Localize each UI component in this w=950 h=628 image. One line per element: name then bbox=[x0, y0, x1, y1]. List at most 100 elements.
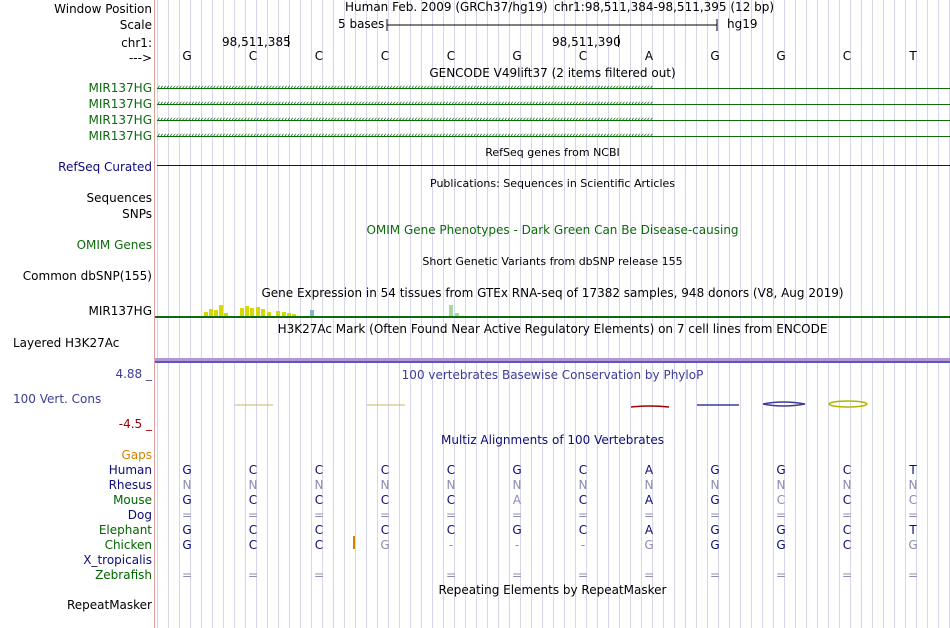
gtex-tissue-bar[interactable] bbox=[240, 308, 244, 316]
grid-line bbox=[487, 0, 488, 628]
gtex-tissue-bar[interactable] bbox=[292, 314, 296, 316]
gene-track-label-4[interactable]: MIR137HG bbox=[88, 129, 152, 143]
grid-line bbox=[322, 0, 323, 628]
alignment-base: = bbox=[247, 568, 259, 582]
base-letter: C bbox=[248, 49, 258, 63]
scale-bar bbox=[386, 19, 718, 31]
grid-line bbox=[762, 0, 763, 628]
h3k27ac-signal-band[interactable] bbox=[155, 358, 950, 361]
gtex-tissue-bar[interactable] bbox=[256, 307, 260, 316]
phylop-min-label: -4.5 _ bbox=[118, 417, 152, 431]
repeatmasker-track-label[interactable]: RepeatMasker bbox=[66, 598, 152, 612]
gtex-tissue-bar[interactable] bbox=[204, 312, 208, 316]
alignment-base: C bbox=[314, 523, 324, 537]
grid-line bbox=[839, 0, 840, 628]
species-label-rhesus[interactable]: Rhesus bbox=[108, 478, 152, 492]
alignment-base: = bbox=[445, 508, 457, 522]
alignment-base: = bbox=[577, 508, 589, 522]
species-label-human[interactable]: Human bbox=[108, 463, 152, 477]
gtex-tissue-bar[interactable] bbox=[455, 313, 459, 316]
alignment-base: C bbox=[248, 523, 258, 537]
gtex-tissue-bar[interactable] bbox=[209, 309, 213, 316]
grid-line bbox=[905, 0, 906, 628]
gtex-tissue-bar[interactable] bbox=[267, 312, 271, 316]
grid-line bbox=[157, 0, 158, 628]
dbsnp-track-label[interactable]: Common dbSNP(155) bbox=[22, 269, 152, 283]
gene-strand-line-3[interactable]: ‹‹‹‹‹‹‹‹‹‹‹‹‹‹‹‹‹‹‹‹‹‹‹‹‹‹‹‹‹‹‹‹‹‹‹‹‹‹‹‹… bbox=[157, 116, 950, 125]
grid-line bbox=[773, 0, 774, 628]
phylop-signal[interactable] bbox=[155, 396, 950, 412]
gtex-tissue-bar[interactable] bbox=[214, 310, 218, 316]
gtex-tissue-bar[interactable] bbox=[224, 313, 228, 316]
ruler-coord-2: 98,511,390 bbox=[552, 35, 621, 49]
base-grid bbox=[155, 0, 950, 628]
gene-strand-line-4[interactable]: ‹‹‹‹‹‹‹‹‹‹‹‹‹‹‹‹‹‹‹‹‹‹‹‹‹‹‹‹‹‹‹‹‹‹‹‹‹‹‹‹… bbox=[157, 132, 950, 141]
base-letter: T bbox=[909, 49, 917, 63]
strand-arrow-glyphs: ‹‹‹‹‹‹‹‹‹‹‹‹‹‹‹‹‹‹‹‹‹‹‹‹‹‹‹‹‹‹‹‹‹‹‹‹‹‹‹‹… bbox=[157, 132, 653, 141]
alignment-base: C bbox=[578, 463, 588, 477]
ruler-tick-1 bbox=[288, 35, 289, 47]
alignment-base: T bbox=[909, 523, 917, 537]
species-label-x-tropicalis[interactable]: X_tropicalis bbox=[83, 553, 152, 567]
grid-line bbox=[399, 0, 400, 628]
grid-line bbox=[520, 0, 521, 628]
alignment-base: = bbox=[577, 568, 589, 582]
snps-track-label[interactable]: SNPs bbox=[122, 207, 152, 221]
gtex-tissue-bar[interactable] bbox=[449, 305, 453, 316]
grid-line bbox=[828, 0, 829, 628]
gtex-track-label[interactable]: MIR137HG bbox=[88, 304, 152, 318]
alignment-base: = bbox=[907, 508, 919, 522]
species-label-elephant[interactable]: Elephant bbox=[98, 523, 152, 537]
h3k27ac-track-label[interactable]: Layered H3K27Ac bbox=[13, 336, 120, 350]
grid-line bbox=[938, 0, 939, 628]
gtex-tissue-bar[interactable] bbox=[310, 310, 314, 316]
gtex-tissue-bar[interactable] bbox=[250, 308, 254, 316]
grid-line bbox=[608, 0, 609, 628]
species-label-dog[interactable]: Dog bbox=[127, 508, 152, 522]
refseq-track-title: RefSeq genes from NCBI bbox=[485, 146, 620, 159]
species-label-mouse[interactable]: Mouse bbox=[113, 493, 152, 507]
alignment-base: N bbox=[314, 478, 324, 492]
grid-line bbox=[575, 0, 576, 628]
gtex-tissue-bar[interactable] bbox=[282, 312, 286, 316]
gtex-tissue-bar[interactable] bbox=[276, 311, 280, 316]
gene-strand-line-1[interactable]: ‹‹‹‹‹‹‹‹‹‹‹‹‹‹‹‹‹‹‹‹‹‹‹‹‹‹‹‹‹‹‹‹‹‹‹‹‹‹‹‹… bbox=[157, 84, 950, 93]
gtex-tissue-bar[interactable] bbox=[219, 305, 223, 316]
refseq-gene-line[interactable] bbox=[157, 165, 950, 166]
gene-track-label-3[interactable]: MIR137HG bbox=[88, 113, 152, 127]
omim-track-label[interactable]: OMIM Genes bbox=[76, 238, 152, 252]
alignment-base: = bbox=[181, 508, 193, 522]
gene-track-label-1[interactable]: MIR137HG bbox=[88, 81, 152, 95]
grid-line bbox=[707, 0, 708, 628]
species-label-zebrafish[interactable]: Zebrafish bbox=[95, 568, 152, 582]
phylop-track-label[interactable]: 100 Vert. Cons bbox=[13, 392, 102, 406]
gtex-tissue-bar[interactable] bbox=[261, 309, 265, 316]
gtex-tissue-bar[interactable] bbox=[287, 313, 291, 316]
gene-track-label-2[interactable]: MIR137HG bbox=[88, 97, 152, 111]
alignment-base: G bbox=[710, 493, 720, 507]
grid-line bbox=[498, 0, 499, 628]
species-label-chicken[interactable]: Chicken bbox=[104, 538, 152, 552]
scale-db: hg19 bbox=[727, 17, 758, 31]
alignment-base: N bbox=[710, 478, 720, 492]
alignment-base: C bbox=[446, 493, 456, 507]
gtex-tissue-bar[interactable] bbox=[245, 306, 249, 316]
base-letter: A bbox=[644, 49, 654, 63]
phylop-track-title: 100 vertebrates Basewise Conservation by… bbox=[401, 368, 704, 382]
gaps-track-label[interactable]: Gaps bbox=[121, 448, 152, 462]
sequences-track-label[interactable]: Sequences bbox=[86, 191, 152, 205]
base-letter: C bbox=[446, 49, 456, 63]
strand-arrow-glyphs: ‹‹‹‹‹‹‹‹‹‹‹‹‹‹‹‹‹‹‹‹‹‹‹‹‹‹‹‹‹‹‹‹‹‹‹‹‹‹‹‹… bbox=[157, 84, 653, 93]
refseq-track-label[interactable]: RefSeq Curated bbox=[58, 160, 152, 174]
base-letter: C bbox=[380, 49, 390, 63]
gtex-track-title: Gene Expression in 54 tissues from GTEx … bbox=[261, 286, 844, 300]
grid-line bbox=[619, 0, 620, 628]
gene-strand-line-2[interactable]: ‹‹‹‹‹‹‹‹‹‹‹‹‹‹‹‹‹‹‹‹‹‹‹‹‹‹‹‹‹‹‹‹‹‹‹‹‹‹‹‹… bbox=[157, 100, 950, 109]
alignment-base: A bbox=[644, 463, 654, 477]
alignment-base: = bbox=[841, 568, 853, 582]
alignment-base: N bbox=[380, 478, 390, 492]
grid-line bbox=[454, 0, 455, 628]
grid-line bbox=[795, 0, 796, 628]
alignment-base: N bbox=[182, 478, 192, 492]
alignment-base: G bbox=[182, 523, 192, 537]
